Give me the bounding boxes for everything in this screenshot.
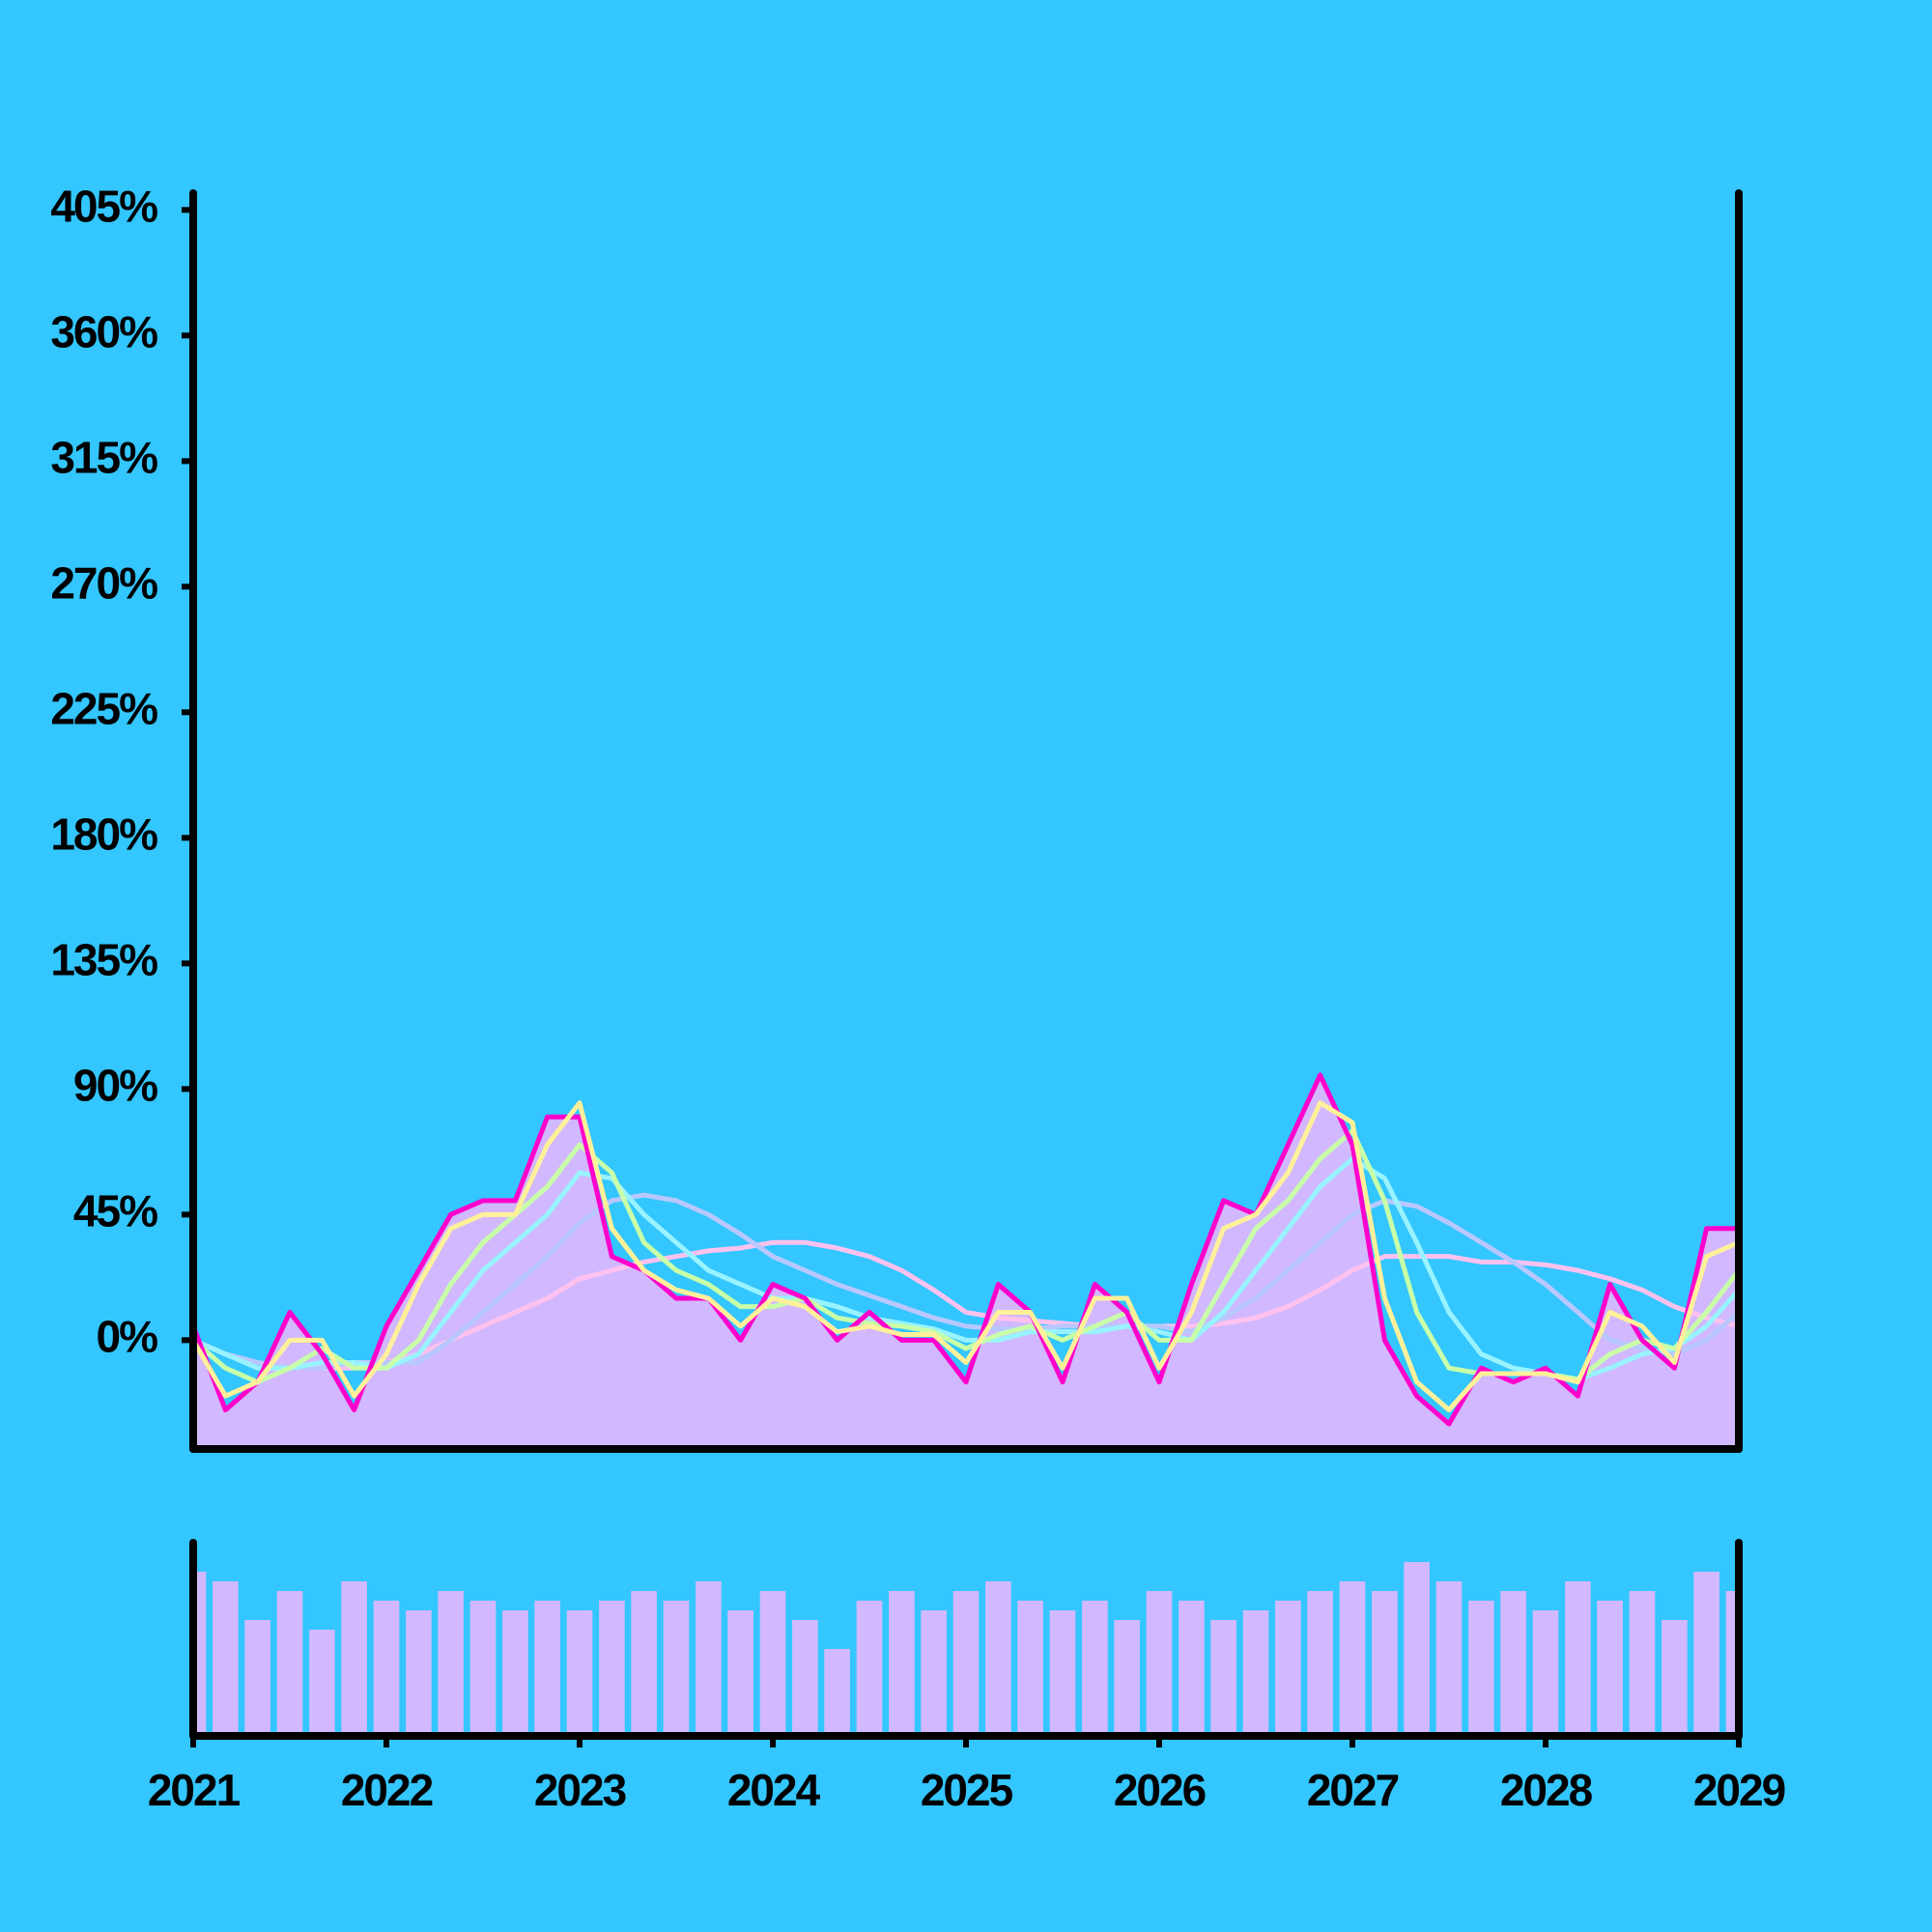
x-tick-label: 2025 <box>921 1765 1013 1815</box>
y-tick-label: 180% <box>50 809 157 859</box>
line <box>190 1100 1740 1413</box>
line <box>192 1156 1741 1382</box>
volume-bar <box>341 1581 367 1736</box>
volume-bar <box>438 1591 464 1736</box>
y-tick-label: 315% <box>50 432 157 482</box>
volume-bar <box>1179 1601 1205 1736</box>
y-tick-label: 0% <box>97 1311 158 1361</box>
volume-bar <box>696 1581 722 1736</box>
x-tick-label: 2021 <box>148 1765 241 1815</box>
volume-bar <box>1693 1572 1719 1736</box>
volume-bar <box>502 1610 528 1736</box>
volume-bar <box>1017 1601 1043 1736</box>
y-tick-label: 225% <box>50 683 157 733</box>
y-tick-label: 270% <box>50 557 157 608</box>
volume-bar <box>759 1591 786 1736</box>
volume-bar <box>921 1610 947 1736</box>
y-tick-label: 135% <box>50 934 157 984</box>
line <box>190 1072 1739 1427</box>
x-tick-label: 2029 <box>1693 1765 1785 1815</box>
volume-bar <box>889 1591 915 1736</box>
volume-bar <box>1468 1601 1494 1736</box>
volume-bar <box>1307 1591 1333 1736</box>
volume-bar <box>952 1591 980 1736</box>
y-tick-label: 405% <box>50 181 157 231</box>
volume-bar <box>309 1630 335 1736</box>
volume-bar <box>566 1610 593 1736</box>
volume-bar <box>1372 1591 1398 1736</box>
volume-bar <box>1082 1601 1108 1736</box>
volume-bar <box>856 1601 883 1736</box>
volume-bar <box>985 1581 1011 1736</box>
volume-bar <box>1662 1620 1688 1736</box>
volume-bar <box>792 1620 818 1736</box>
volume-bar <box>1629 1591 1656 1736</box>
volume-bar <box>1210 1620 1236 1736</box>
volume-bar <box>534 1601 560 1736</box>
y-tick-label: 90% <box>73 1060 157 1110</box>
volume-bar <box>213 1581 239 1736</box>
line <box>192 1192 1741 1371</box>
volume-bar <box>663 1601 690 1736</box>
volume-bar <box>469 1601 497 1736</box>
x-tick-label: 2027 <box>1307 1765 1399 1815</box>
x-tick-label: 2028 <box>1500 1765 1593 1815</box>
volume-bar <box>276 1591 303 1736</box>
plots <box>190 1072 1741 1736</box>
volume-bar <box>824 1649 850 1736</box>
volume-bar <box>1565 1581 1591 1736</box>
volume-bar <box>1404 1562 1430 1736</box>
volume-bar <box>244 1620 270 1736</box>
volume-bar <box>406 1610 432 1736</box>
volume-bar <box>599 1601 625 1736</box>
volume-bar <box>727 1610 753 1736</box>
x-tick-label: 2022 <box>341 1765 433 1815</box>
y-tick-label: 45% <box>73 1185 157 1236</box>
y-tick-label: 360% <box>50 306 157 356</box>
volume-bar <box>1275 1601 1301 1736</box>
x-tick-label: 2023 <box>534 1765 626 1815</box>
volume-bar <box>373 1601 400 1736</box>
volume-bar <box>1114 1620 1140 1736</box>
volume-bar <box>1242 1610 1269 1736</box>
volume-bar <box>1597 1601 1623 1736</box>
x-tick-label: 2024 <box>727 1765 821 1815</box>
volume-bar <box>1146 1591 1173 1736</box>
volume-bar <box>1532 1610 1559 1736</box>
volume-bar <box>1435 1581 1463 1736</box>
area <box>193 1074 1739 1449</box>
volume-bar <box>1049 1610 1076 1736</box>
x-tick-label: 2026 <box>1114 1765 1206 1815</box>
volume-bar <box>1500 1591 1526 1736</box>
volume-bar <box>1339 1581 1366 1736</box>
volume-bar <box>631 1591 657 1736</box>
